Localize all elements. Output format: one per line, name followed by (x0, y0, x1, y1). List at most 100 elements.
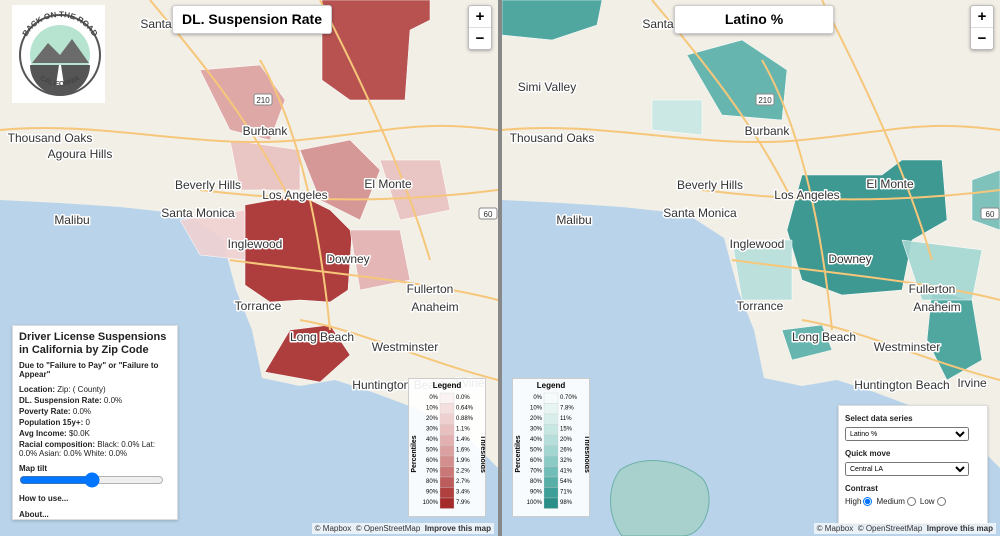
place-label: El Monte (364, 177, 412, 191)
tilt-slider[interactable] (19, 475, 164, 485)
place-label: Los Angeles (262, 188, 327, 202)
choropleth-region[interactable] (651, 99, 703, 136)
choropleth-region[interactable] (199, 64, 286, 141)
field-label: Poverty Rate: (19, 407, 71, 416)
zoom-in[interactable]: + (475, 8, 485, 25)
choropleth-region[interactable] (781, 324, 833, 361)
legend-percentile: 10% (426, 406, 439, 412)
road (199, 189, 498, 201)
contrast-radio[interactable] (863, 497, 873, 507)
legend: Legend Percentiles Thresholds 0% 0.0% 10% 0.64… (408, 378, 486, 517)
link[interactable]: About... (19, 510, 49, 519)
highway-shield (755, 93, 775, 106)
legend-threshold: 7.9% (456, 500, 470, 506)
road (761, 59, 833, 331)
map-title: DL. Suspension Rate (172, 5, 332, 34)
legend-percentile: 50% (426, 448, 439, 454)
link[interactable]: How to use... (19, 494, 69, 503)
legend-percentile: 80% (530, 479, 543, 485)
move-select[interactable]: Central LA (845, 462, 969, 476)
legend-threshold: 0.70% (560, 395, 578, 401)
attr-osm[interactable]: © OpenStreetMap (355, 524, 421, 533)
highway-number: 60 (986, 210, 995, 219)
zoom-in[interactable]: + (977, 8, 987, 25)
legend-threshold: 98% (560, 500, 573, 506)
place-label: Torrance (235, 299, 282, 313)
choropleth-region[interactable] (264, 324, 351, 383)
contrast-radio[interactable] (906, 497, 916, 507)
info-field: Location: Zip: ( County) (19, 385, 171, 394)
contrast-option[interactable]: Low (919, 497, 946, 507)
attr-mapbox[interactable]: © Mapbox (314, 524, 352, 533)
legend-threshold: 0.88% (456, 416, 474, 422)
legend-swatch (439, 403, 455, 415)
info-subtitle: Due to "Failure to Pay" or "Failure to A… (19, 361, 159, 379)
legend-right-label: Thresholds (479, 435, 485, 473)
choropleth-region[interactable] (971, 169, 1000, 231)
legend-percentile: 70% (426, 469, 439, 475)
zoom-out[interactable]: − (469, 27, 491, 49)
choropleth-region[interactable] (349, 229, 411, 291)
place-label: Santa Monica (161, 206, 235, 220)
series-select[interactable]: Latino % (845, 427, 969, 441)
legend-threshold: 3.4% (456, 490, 470, 496)
legend-svg: Legend Percentiles Thresholds 0% 0.0% 10% 0.64… (411, 381, 486, 509)
legend-swatch (439, 455, 455, 467)
road (731, 259, 1000, 301)
legend-percentile: 60% (426, 458, 439, 464)
legend-swatch (543, 466, 559, 478)
legend-percentile: 30% (530, 427, 543, 433)
field-value: Black: 0.0% Lat: 0.0% Asian: 0.0% White:… (19, 440, 156, 458)
choropleth-region[interactable] (379, 159, 451, 221)
legend-percentile: 40% (426, 437, 439, 443)
info-title: Driver License Suspensions in California… (19, 331, 167, 356)
attr-improve[interactable]: Improve this map (926, 524, 993, 533)
legend-left-label: Percentiles (411, 435, 418, 472)
choropleth-region[interactable] (179, 209, 246, 261)
choropleth-region[interactable] (321, 0, 431, 101)
legend-title: Legend (433, 381, 462, 390)
attr-osm[interactable]: © OpenStreetMap (857, 524, 923, 533)
choropleth-region[interactable] (244, 194, 353, 303)
legend-threshold: 32% (560, 458, 573, 464)
choropleth-region[interactable] (502, 0, 603, 41)
legend-threshold: 1.1% (456, 427, 470, 433)
legend-swatch (543, 476, 559, 488)
road (821, 0, 933, 261)
contrast-option[interactable]: High (845, 497, 873, 507)
attr-improve[interactable]: Improve this map (424, 524, 491, 533)
legend-percentile: 70% (530, 469, 543, 475)
legend-swatch (543, 487, 559, 499)
road (701, 189, 1000, 201)
place-label: Anaheim (411, 300, 458, 314)
place-label: Anaheim (913, 300, 960, 314)
legend-threshold: 1.6% (456, 448, 470, 454)
series-label: Select data series (845, 414, 913, 423)
place-label: Westminster (874, 340, 940, 354)
contrast-option[interactable]: Medium (876, 497, 916, 507)
contrast-radio[interactable] (936, 497, 946, 507)
contrast-option-text: Low (919, 497, 935, 506)
legend-swatch (439, 497, 455, 509)
choropleth-region[interactable] (229, 139, 301, 191)
legend-swatch (543, 455, 559, 467)
legend-title: Legend (537, 381, 566, 390)
legend: Legend Percentiles Thresholds 0% 0.70% 10% 7.8… (512, 378, 590, 517)
zoom-control: + − (468, 5, 492, 50)
choropleth-region[interactable] (786, 159, 948, 296)
place-label: Malibu (54, 213, 89, 227)
legend-swatch (543, 434, 559, 446)
place-label: Los Angeles (774, 188, 839, 202)
highway-number: 210 (758, 96, 772, 105)
field-label: Racial composition: (19, 440, 96, 449)
tilt-label: Map tilt (19, 464, 47, 473)
legend-threshold: 0.0% (456, 395, 470, 401)
legend-percentile: 90% (530, 490, 543, 496)
choropleth-region[interactable] (731, 239, 793, 301)
place-label: Huntington Beach (854, 378, 949, 392)
legend-percentile: 60% (530, 458, 543, 464)
attr-mapbox[interactable]: © Mapbox (816, 524, 854, 533)
zoom-out[interactable]: − (971, 27, 993, 49)
legend-swatch (439, 466, 455, 478)
